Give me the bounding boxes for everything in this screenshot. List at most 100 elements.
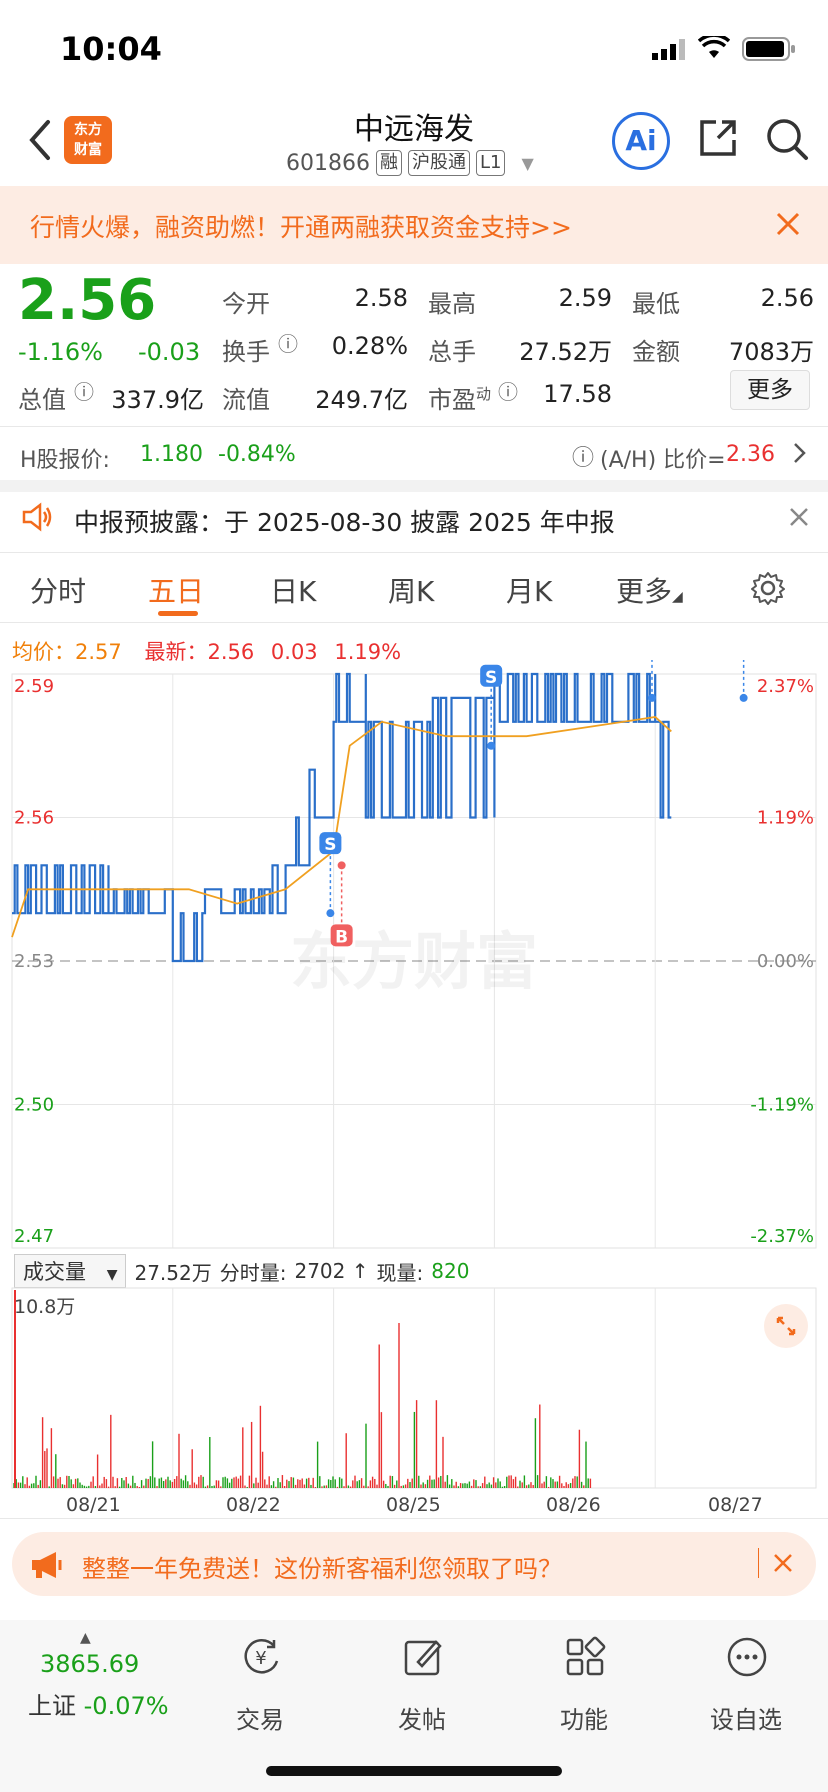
- marker-dot: [647, 693, 656, 702]
- volume-chart[interactable]: [0, 1286, 828, 1491]
- marker-label: S: [324, 835, 336, 855]
- promo-text[interactable]: 整整一年免费送！这份新客福利您领取了吗？: [82, 1555, 562, 1583]
- date-label: 08/21: [66, 1494, 121, 1516]
- y-axis-pct-label: 0.00%: [757, 951, 814, 972]
- y-axis-pct-label: 1.19%: [757, 808, 814, 829]
- market-cap-value: 337.9亿: [111, 386, 204, 414]
- signal-icon: [652, 38, 686, 64]
- tag-level: L1: [475, 150, 506, 176]
- y-axis-label: 2.59: [14, 676, 54, 697]
- bottom-nav: [0, 1620, 828, 1792]
- change-amount: -0.03: [138, 338, 201, 366]
- info-icon[interactable]: ⓘ: [74, 380, 94, 404]
- trade-icon[interactable]: ¥: [240, 1636, 282, 1682]
- chevron-down-icon[interactable]: ▼: [521, 153, 534, 173]
- change-percent: -1.16%: [18, 338, 103, 366]
- ah-ratio-label: (A/H) 比价=: [600, 448, 726, 473]
- buy-marker: [330, 924, 353, 947]
- ah-ratio-value: 2.36: [726, 442, 775, 467]
- notice-text[interactable]: 中报预披露：于 2025-08-30 披露 2025 年中报: [74, 508, 615, 537]
- promo-banner[interactable]: [12, 1532, 816, 1596]
- sell-marker: [319, 832, 342, 855]
- tab-intraday[interactable]: 分时: [30, 575, 87, 608]
- divider: [0, 426, 828, 427]
- back-icon[interactable]: [24, 118, 54, 166]
- stock-code: 601866: [286, 150, 370, 176]
- marker-label: B: [335, 927, 348, 947]
- period-volume-label: 分时量:: [219, 1260, 287, 1285]
- tag-connect: 沪股通: [407, 150, 470, 176]
- y-axis-label: 2.53: [14, 951, 54, 972]
- volume-value: 27.52万: [519, 338, 612, 366]
- post-icon[interactable]: [402, 1636, 444, 1682]
- index-line[interactable]: 上证 -0.07%: [28, 1692, 169, 1720]
- nav-post[interactable]: 发帖: [398, 1706, 446, 1734]
- sell-marker: [480, 664, 503, 687]
- nav-trade[interactable]: 交易: [236, 1706, 284, 1734]
- info-icon[interactable]: ⓘ: [278, 332, 298, 356]
- ai-button[interactable]: Ai: [612, 112, 670, 170]
- marker-dot: [326, 909, 335, 918]
- nav-functions[interactable]: 功能: [560, 1706, 608, 1734]
- info-icon[interactable]: ⓘ: [498, 380, 518, 404]
- tab-five-day[interactable]: 五日: [148, 575, 205, 608]
- tab-monthly-k[interactable]: 月K: [506, 575, 553, 608]
- turnover-label: 换手: [222, 338, 270, 366]
- low-label: 最低: [632, 290, 680, 318]
- expand-icon[interactable]: [764, 1304, 808, 1348]
- divider: [0, 552, 828, 553]
- search-icon[interactable]: [764, 116, 810, 166]
- date-label: 08/22: [226, 1494, 281, 1516]
- nav-add-watchlist[interactable]: 设自选: [710, 1706, 782, 1734]
- close-icon[interactable]: [772, 1552, 794, 1578]
- chart-legend: 均价：2.57 最新：2.56 0.03 1.19%: [12, 640, 402, 664]
- marker-dot: [487, 741, 496, 750]
- date-label: 08/27: [708, 1494, 763, 1516]
- tab-weekly-k[interactable]: 周K: [388, 575, 435, 608]
- y-axis-pct-label: 2.37%: [757, 676, 814, 697]
- float-cap-value: 249.7亿: [315, 386, 408, 414]
- share-icon[interactable]: [696, 116, 740, 164]
- volume-indicator-select[interactable]: 成交量 ▼: [14, 1254, 127, 1288]
- tab-more[interactable]: 更多◢: [616, 575, 683, 608]
- average-price-line: [11, 716, 672, 938]
- h-share-price: 1.180: [140, 442, 203, 467]
- open-value: 2.58: [354, 284, 408, 312]
- tag-margin: 融: [375, 150, 402, 176]
- volume-label: 总手: [428, 338, 476, 366]
- promo-divider: [758, 1548, 759, 1578]
- divider: [0, 480, 828, 492]
- battery-icon: [742, 37, 796, 65]
- speaker-icon: [20, 500, 54, 538]
- more-button[interactable]: 更多: [730, 370, 810, 410]
- close-icon[interactable]: [788, 506, 810, 532]
- more-dots-icon[interactable]: [726, 1636, 768, 1682]
- help-icon[interactable]: ⓘ: [572, 446, 595, 471]
- margin-banner[interactable]: [0, 186, 828, 264]
- stock-name: 中远海发: [354, 112, 474, 147]
- functions-icon[interactable]: [564, 1636, 606, 1682]
- now-volume-label: 现量:: [376, 1260, 424, 1285]
- chevron-right-icon[interactable]: [792, 440, 808, 470]
- period-volume-value: 2702 ↑: [294, 1259, 369, 1283]
- y-axis-pct-label: -2.37%: [750, 1226, 814, 1247]
- stock-code-line: 601866 融 沪股通 L1 ▼: [286, 150, 534, 176]
- pe-value: 17.58: [543, 380, 612, 408]
- status-time: 10:04: [60, 30, 162, 68]
- date-label: 08/25: [386, 1494, 441, 1516]
- high-label: 最高: [428, 290, 476, 318]
- five-day-price-chart[interactable]: 东方财富 2.59 2.56 2.53 2.50 2.47 2.37% 1.19% 0.00% -…: [0, 660, 828, 1250]
- marker-dot: [739, 693, 748, 702]
- open-label: 今开: [222, 290, 270, 318]
- now-volume-value: 820: [431, 1259, 470, 1283]
- amount-value: 7083万: [728, 338, 814, 366]
- index-value[interactable]: 3865.69: [40, 1650, 140, 1678]
- brand-logo: 东方 财富: [64, 116, 112, 164]
- close-icon[interactable]: [774, 210, 802, 242]
- y-axis-label: 2.56: [14, 808, 54, 829]
- h-share-label: H股报价:: [20, 448, 110, 473]
- margin-banner-text[interactable]: 行情火爆，融资助燃！开通两融获取资金支持>>: [30, 213, 572, 242]
- tab-daily-k[interactable]: 日K: [270, 575, 317, 608]
- gear-icon[interactable]: [750, 570, 786, 610]
- watermark: 东方财富: [290, 925, 538, 998]
